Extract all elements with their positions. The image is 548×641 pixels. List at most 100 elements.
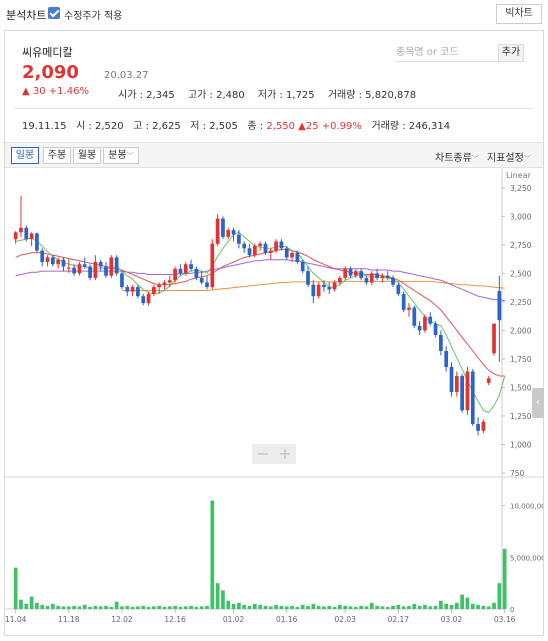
stock-search-input[interactable]: [396, 44, 498, 62]
volume-tick-label: 10,000,000: [510, 503, 543, 511]
volume-bar: [364, 606, 369, 609]
adjusted-price-label[interactable]: 수정주가 적용: [64, 11, 123, 22]
candle-body: [274, 241, 278, 251]
volume-bar: [146, 606, 151, 609]
volume-bar: [199, 606, 204, 609]
volume-bar: [407, 605, 411, 609]
price-tick-label: 2,500: [510, 269, 532, 278]
candle-body: [444, 350, 449, 367]
page-title: 분석차트: [6, 9, 47, 22]
candle-body: [492, 323, 496, 354]
candle-body: [88, 266, 92, 278]
trade-volume: 거래량 : 5,820,878: [327, 90, 417, 101]
volume-bar: [247, 605, 252, 609]
volume-bar: [231, 603, 236, 609]
price-tick-label: 3,250: [510, 184, 532, 193]
candle-body: [364, 277, 369, 283]
volume-bar: [215, 583, 220, 609]
volume-bar: [24, 603, 29, 609]
candle-body: [412, 307, 417, 326]
candle-body: [93, 261, 98, 278]
adjusted-price-checkbox[interactable]: [48, 7, 60, 19]
volume-bar: [29, 596, 34, 609]
candle-body: [385, 275, 390, 278]
scale-label: Linear: [506, 171, 532, 180]
volume-bar: [237, 602, 241, 609]
volume-bar: [178, 606, 183, 609]
candle-body: [130, 287, 135, 292]
volume-bar: [109, 606, 114, 609]
volume-bar: [476, 604, 480, 609]
volume-bar: [72, 605, 76, 609]
candlestick-chart[interactable]: Linear 3,250 3,000 2,750 2,500 2,250 2,000 1,75…: [5, 169, 543, 631]
candle-body: [300, 261, 305, 272]
candle-body: [338, 277, 342, 283]
side-panel-toggle[interactable]: ‹: [532, 388, 544, 418]
price-tick-label: 1,500: [510, 383, 532, 392]
add-stock-button[interactable]: 추가: [498, 44, 524, 62]
date-tick-label: 02.03: [334, 615, 356, 624]
candle-body: [24, 227, 29, 240]
volume-bar: [98, 606, 103, 609]
zoom-out-button[interactable]: −: [256, 444, 270, 463]
volume-bar: [162, 606, 167, 609]
candle-body: [242, 243, 247, 249]
tab-minute[interactable]: 분봉﹀: [103, 147, 139, 164]
candle-body: [428, 316, 433, 324]
volume-bar: [327, 605, 332, 609]
price-tick-label: 1,000: [510, 440, 532, 449]
price-tick-label: 2,250: [510, 298, 532, 307]
price-tick-label: 2,750: [510, 241, 532, 250]
date-tick-label: 12.16: [164, 615, 186, 624]
volume-bar: [268, 606, 273, 609]
volume-bar: [279, 605, 284, 609]
volume-bar: [391, 605, 395, 609]
candle-body: [380, 275, 385, 278]
date-tick-label: 01.02: [223, 615, 245, 624]
volume-bar: [380, 606, 385, 609]
tab-monthly[interactable]: 월봉: [73, 147, 101, 164]
volume-bar: [136, 606, 140, 609]
volume-bar: [343, 605, 348, 609]
volume-bar: [396, 604, 401, 609]
candle-body: [29, 233, 34, 240]
candle-body: [237, 234, 241, 244]
zoom-in-button[interactable]: +: [278, 444, 292, 463]
tab-daily[interactable]: 일봉: [11, 147, 39, 164]
candle-body: [375, 273, 379, 278]
big-chart-button[interactable]: 빅차트: [496, 4, 542, 24]
candle-body: [247, 248, 252, 256]
candle-body: [295, 252, 300, 262]
candle-body: [167, 280, 172, 283]
candle-body: [470, 371, 475, 424]
hover-close: 2,550: [266, 121, 295, 132]
volume-bar: [183, 606, 188, 609]
candle-body: [231, 230, 236, 235]
candle-body: [460, 376, 464, 411]
price-change-value: 30 +1.46%: [32, 86, 89, 97]
candle-body: [77, 264, 82, 274]
candle-body: [417, 325, 422, 331]
volume-bar: [61, 606, 66, 609]
candle-body: [82, 264, 87, 267]
date-tick-label: 03.02: [441, 615, 463, 624]
volume-bar: [300, 604, 305, 609]
price-tick-label: 1,250: [510, 412, 532, 421]
volume-bar: [104, 605, 108, 609]
volume-bar: [205, 605, 209, 609]
indicator-settings-menu[interactable]: 지표설정﹀: [487, 149, 531, 164]
candle-body: [51, 257, 55, 265]
candle-body: [173, 268, 177, 281]
chart-toolbar: 일봉 주봉 월봉 분봉﹀ 차트종류﹀ 지표설정﹀: [5, 142, 543, 168]
volume-bar: [19, 599, 23, 609]
high-price: 고가 : 2,480: [187, 90, 245, 101]
volume-bar: [141, 605, 146, 609]
volume-bar: [45, 605, 50, 609]
volume-bar: [433, 605, 438, 609]
candle-body: [486, 378, 491, 383]
tab-weekly[interactable]: 주봉: [43, 147, 71, 164]
volume-bar: [316, 605, 321, 609]
chart-type-menu[interactable]: 차트종류﹀: [435, 149, 479, 164]
open-price: 시가 : 2,345: [118, 90, 175, 101]
volume-bar: [338, 604, 342, 609]
